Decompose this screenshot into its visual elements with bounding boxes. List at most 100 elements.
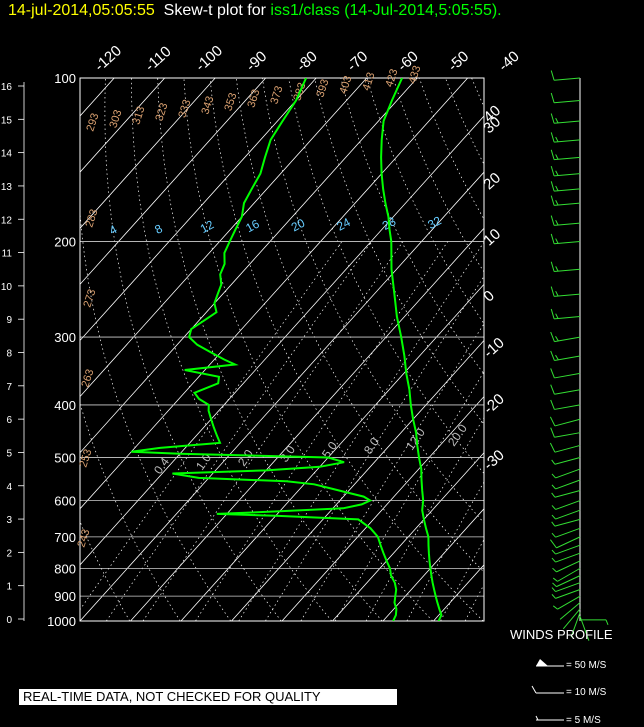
wind-barb-flag <box>551 473 556 479</box>
legend-barb-10-flag <box>531 685 537 694</box>
wind-barb <box>551 468 581 479</box>
wind-barb-flag <box>555 154 559 160</box>
wind-barb <box>562 608 581 630</box>
wind-barb <box>550 261 581 272</box>
dry-adiabat <box>366 78 484 325</box>
wind-barb-staff <box>555 468 581 479</box>
dry-adiabat <box>498 78 644 621</box>
wind-barb-flag <box>555 354 559 361</box>
wind-barb-flag <box>550 215 555 226</box>
height-label: 13 <box>1 182 13 193</box>
wind-barb <box>551 500 581 510</box>
height-label: 4 <box>6 482 12 493</box>
mixing-ratio-line <box>106 241 372 621</box>
wind-barb-staff <box>556 536 581 549</box>
isotherm-top-label: -90 <box>243 48 270 75</box>
wind-barb-flag <box>555 219 559 226</box>
isotherm-lines <box>80 78 484 621</box>
header-suffix: . <box>497 2 502 19</box>
wind-barb-staff <box>554 99 581 104</box>
wind-barb <box>551 544 581 555</box>
wind-barb-flag <box>555 136 559 143</box>
winds-profile-title: WINDS PROFILE <box>510 627 613 642</box>
theta-label: 243 <box>75 528 92 549</box>
wind-barb-flag <box>550 308 555 319</box>
isotherm-line <box>332 452 484 621</box>
wind-barb <box>550 350 581 361</box>
wind-barb-staff <box>554 173 581 177</box>
wind-barb-staff <box>579 616 590 641</box>
wind-barb <box>551 509 581 520</box>
theta-label: 353 <box>222 91 239 112</box>
theta-label: 413 <box>360 71 377 92</box>
dry-adiabat <box>104 78 282 621</box>
winds-profile <box>549 70 609 641</box>
isotherm-line <box>80 78 468 510</box>
wind-barb-staff <box>570 612 581 638</box>
wind-barb-flag <box>555 185 559 191</box>
theta-label: 333 <box>176 98 193 119</box>
isotherm-line <box>231 339 484 621</box>
wind-barb-staff <box>557 567 581 582</box>
wind-barb-staff <box>554 404 581 410</box>
wind-barb-staff <box>554 156 581 161</box>
pressure-label: 700 <box>54 530 76 545</box>
wind-barb-staff <box>555 500 581 510</box>
wind-barb-staff <box>554 240 581 245</box>
height-label: 3 <box>6 515 12 526</box>
wind-barb-staff <box>554 120 581 124</box>
theta-label: 343 <box>199 95 216 116</box>
wind-barb-staff <box>554 202 581 206</box>
height-label: 5 <box>6 448 12 459</box>
wind-barb-flag <box>550 165 555 177</box>
mixing-ratio-label: 8 <box>152 221 165 237</box>
theta-label: 393 <box>314 78 331 99</box>
wind-barb-flag <box>555 266 559 272</box>
wind-barb-flag <box>550 286 555 297</box>
isotherm-right-label: 0 <box>480 287 498 305</box>
mixing-ratio-label: 16 <box>243 216 262 235</box>
isotherm-line <box>80 78 266 285</box>
wind-barb-flag <box>551 514 556 520</box>
height-label: 1 <box>6 582 12 593</box>
wind-barb-flag <box>555 313 559 319</box>
isotherm-top-label: -120 <box>91 42 125 75</box>
pressure-grid <box>80 77 484 622</box>
wind-barb-flag <box>550 92 555 103</box>
dry-adiabat <box>261 78 484 524</box>
wind-barb-flag <box>552 567 557 573</box>
wind-barb-flag <box>550 113 555 124</box>
theta-label: 303 <box>107 108 124 129</box>
mixing-ratio-low-label: 8.0 <box>361 435 382 457</box>
legend-50ms: = 50 M/S <box>566 660 607 671</box>
mixing-ratio-label: 20 <box>289 216 308 235</box>
mixing-ratio-low-label: 0.4 <box>151 455 172 477</box>
mixing-ratio-lines <box>80 241 484 621</box>
wind-barb-flag <box>551 505 556 510</box>
wind-barb-flag <box>550 132 555 143</box>
wind-barb-flag <box>552 582 557 587</box>
wind-barb-flag <box>550 399 555 410</box>
pressure-label: 900 <box>54 589 76 604</box>
wind-barb <box>550 70 581 81</box>
pressure-label: 1000 <box>47 614 76 629</box>
wind-barb-staff <box>554 355 581 361</box>
wind-barb-staff <box>554 389 581 395</box>
dry-adiabat <box>209 78 484 621</box>
isotherm-line <box>80 115 484 566</box>
mixing-ratio-line <box>265 275 484 621</box>
height-label: 16 <box>1 82 13 93</box>
dry-adiabat <box>550 78 644 621</box>
theta-label: 273 <box>81 288 98 309</box>
isotherm-line <box>180 283 484 621</box>
wind-barb <box>551 490 581 498</box>
dry-adiabat-lines <box>80 78 644 621</box>
height-label: 7 <box>6 382 12 393</box>
dry-adiabat <box>131 78 332 621</box>
mixing-ratio-low-label: 2.0 <box>235 447 256 469</box>
wind-barb-flag <box>550 350 555 361</box>
legend-barb-5-flag <box>535 715 539 721</box>
plot-border <box>79 77 485 622</box>
chart-header: 14-jul-2014,05:05:55 Skew-t plot for iss… <box>8 2 502 20</box>
wind-barb <box>551 589 581 599</box>
